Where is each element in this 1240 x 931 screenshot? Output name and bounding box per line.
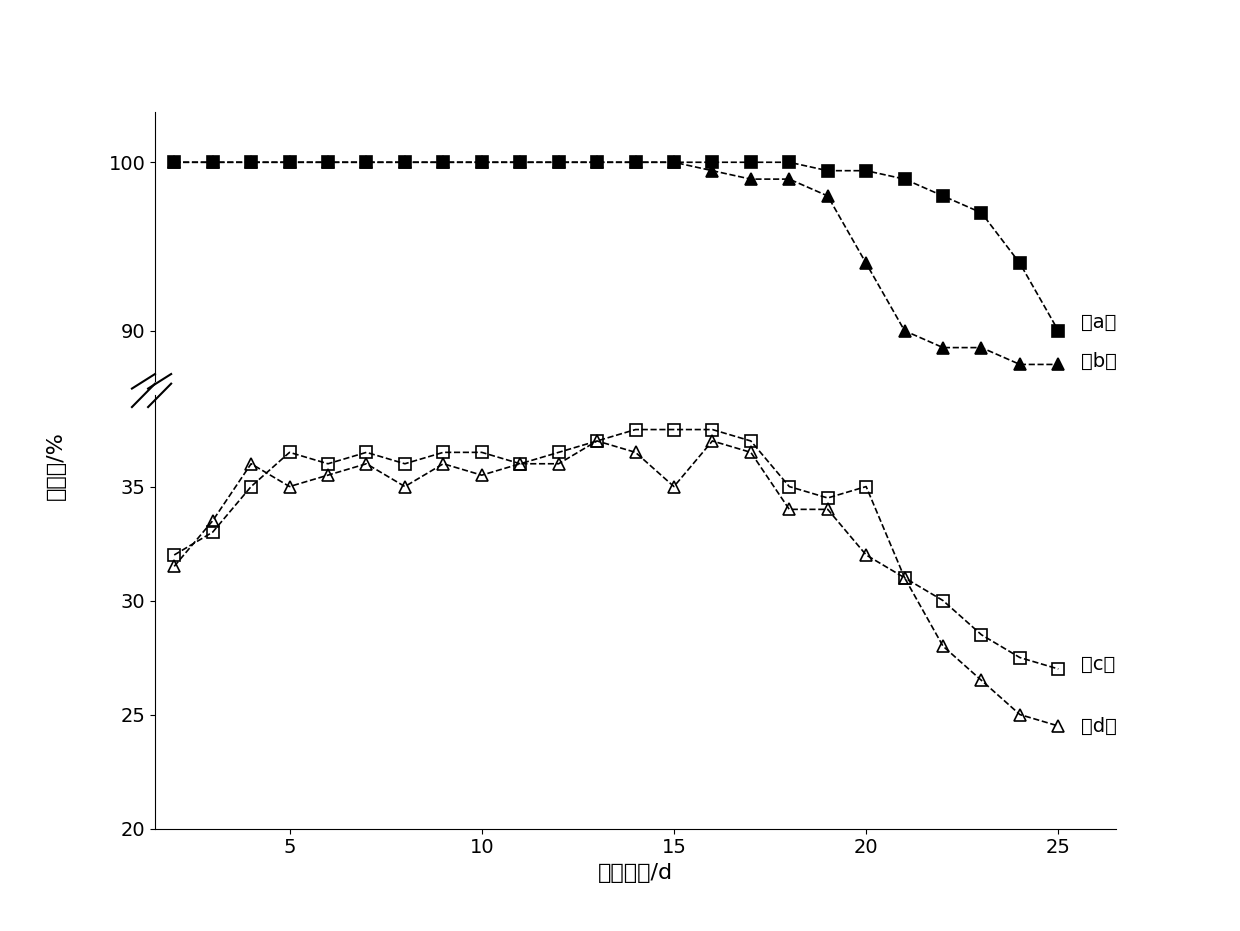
Text: （a）: （a） bbox=[1081, 313, 1117, 331]
Text: （b）: （b） bbox=[1081, 352, 1117, 371]
Text: （d）: （d） bbox=[1081, 717, 1117, 735]
Text: （c）: （c） bbox=[1081, 654, 1116, 674]
X-axis label: 运转时间/d: 运转时间/d bbox=[598, 863, 673, 883]
Text: 百分数/%: 百分数/% bbox=[46, 431, 66, 500]
